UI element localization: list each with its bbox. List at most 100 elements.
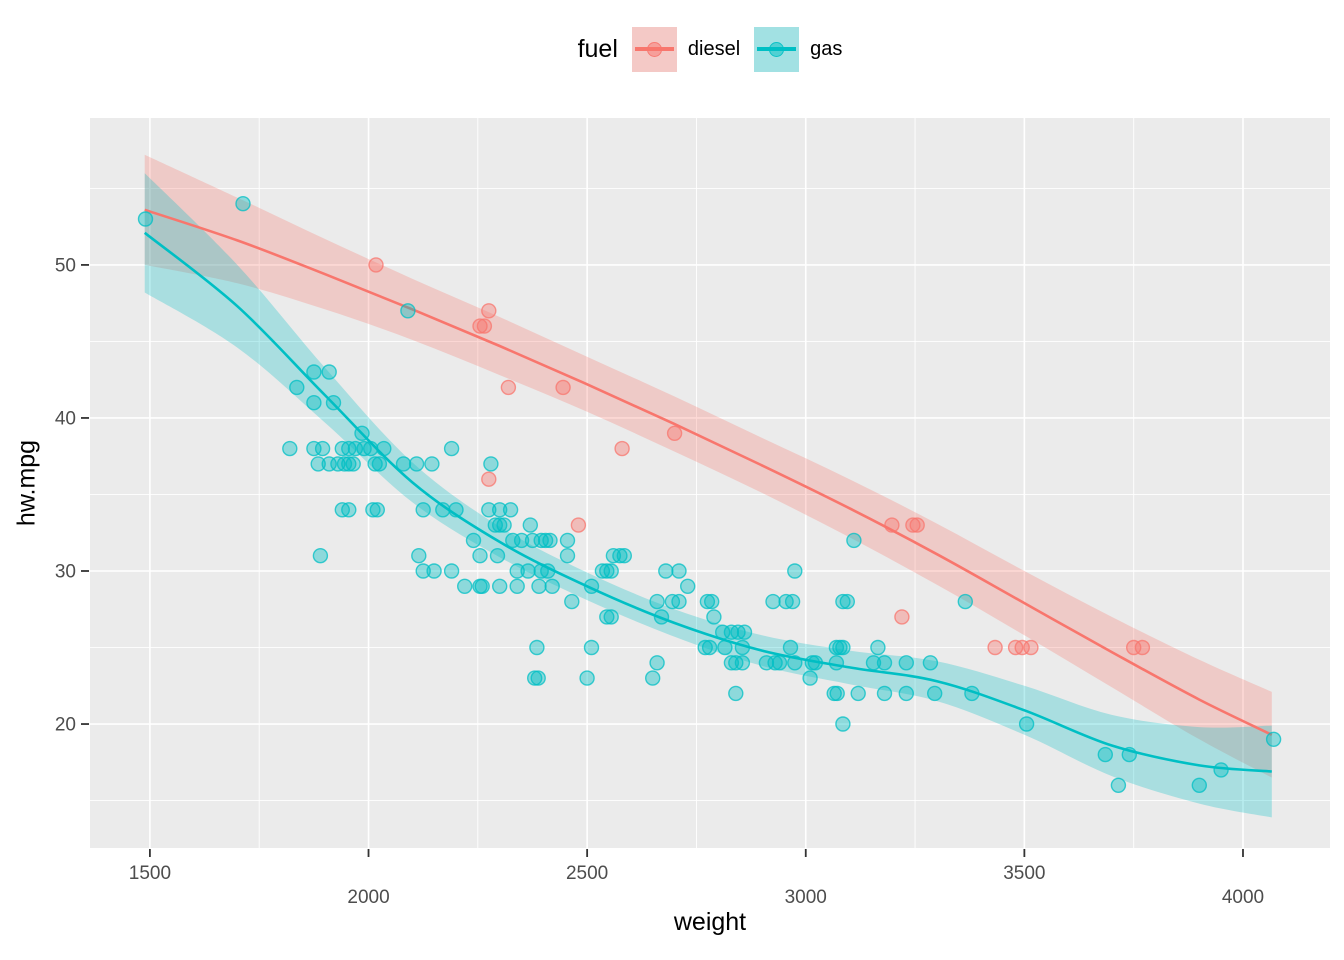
data-point xyxy=(828,655,845,671)
data-point xyxy=(306,364,322,380)
data-point xyxy=(671,593,687,610)
data-point xyxy=(905,517,921,533)
data-point xyxy=(347,440,364,457)
data-point xyxy=(365,502,381,518)
diesel-confidence-ribbon xyxy=(144,154,1272,778)
data-point xyxy=(306,395,322,411)
data-point xyxy=(1014,639,1030,656)
data-point xyxy=(336,456,353,472)
data-point xyxy=(376,440,392,457)
data-point xyxy=(717,639,733,656)
data-point xyxy=(876,685,893,702)
data-point xyxy=(527,670,543,686)
legend: fuel diesel gas xyxy=(90,22,1330,76)
data-point xyxy=(472,318,488,334)
data-point xyxy=(513,532,530,549)
data-point xyxy=(1191,777,1208,793)
gridlines xyxy=(90,118,1330,848)
tick-labels: 1500 2000 2500 3000 3500 4000 20 30 40 50 xyxy=(55,255,1264,908)
gas-point-swatch xyxy=(769,41,785,57)
data-point xyxy=(1213,762,1229,778)
data-point xyxy=(649,655,665,671)
data-point xyxy=(784,593,801,610)
data-point xyxy=(649,593,665,610)
data-point xyxy=(522,517,538,533)
data-point xyxy=(728,685,744,702)
data-point xyxy=(870,639,886,656)
data-point xyxy=(368,257,384,273)
data-point xyxy=(400,303,416,319)
data-point xyxy=(282,440,298,457)
data-point xyxy=(964,685,980,702)
data-point xyxy=(411,548,427,564)
data-point xyxy=(529,639,545,656)
data-point xyxy=(706,609,722,625)
data-point xyxy=(787,655,803,671)
data-point xyxy=(312,548,329,564)
legend-label-diesel: diesel xyxy=(687,37,741,60)
data-point xyxy=(502,502,519,518)
data-point xyxy=(876,655,893,671)
data-point xyxy=(846,532,862,549)
data-point xyxy=(457,578,473,594)
data-point xyxy=(481,471,497,487)
diesel-smooth-line xyxy=(144,208,1273,736)
data-point xyxy=(898,655,914,671)
data-point xyxy=(603,563,619,579)
data-point xyxy=(736,624,753,640)
legend-title: fuel xyxy=(577,34,618,63)
data-point xyxy=(1110,777,1127,793)
gas-smooth-line xyxy=(143,231,1272,773)
data-point xyxy=(492,517,508,533)
data-point xyxy=(583,639,600,656)
data-point xyxy=(531,578,547,594)
gas-confidence-ribbon xyxy=(144,173,1272,818)
data-point xyxy=(835,639,851,656)
data-point xyxy=(767,655,783,671)
data-point xyxy=(599,563,615,579)
diesel-points xyxy=(368,257,1151,656)
data-point xyxy=(395,456,412,472)
data-point xyxy=(465,532,482,549)
plot-panel xyxy=(90,118,1330,848)
data-point xyxy=(922,655,939,671)
data-point xyxy=(530,670,546,686)
data-point xyxy=(603,609,619,625)
data-point xyxy=(426,563,442,579)
data-point xyxy=(865,655,882,671)
data-point xyxy=(367,456,383,472)
data-point xyxy=(443,440,460,457)
data-point xyxy=(369,502,385,518)
tick-marks xyxy=(81,264,1244,857)
data-point xyxy=(612,548,628,564)
data-point xyxy=(835,593,851,610)
data-point xyxy=(559,548,576,564)
data-point xyxy=(540,563,556,579)
data-point xyxy=(321,364,337,380)
data-point xyxy=(137,211,154,227)
data-point xyxy=(957,593,973,610)
data-point xyxy=(850,685,866,702)
data-point xyxy=(415,563,431,579)
data-point xyxy=(443,563,460,579)
data-point xyxy=(898,685,914,702)
data-point xyxy=(701,639,718,656)
data-point xyxy=(345,456,361,472)
data-point xyxy=(1018,716,1035,732)
data-point xyxy=(310,456,326,472)
data-point xyxy=(666,425,683,441)
data-point xyxy=(492,578,508,594)
legend-item-gas: gas xyxy=(754,26,842,72)
data-point xyxy=(235,195,251,212)
data-point xyxy=(771,655,788,671)
data-point xyxy=(537,532,554,549)
data-point xyxy=(704,593,720,610)
data-point xyxy=(658,563,674,579)
data-point xyxy=(884,517,900,533)
data-point xyxy=(782,639,799,656)
x-tick-label: 2500 xyxy=(566,863,608,884)
data-point xyxy=(435,502,451,518)
data-point xyxy=(509,578,525,594)
data-point xyxy=(415,502,431,518)
